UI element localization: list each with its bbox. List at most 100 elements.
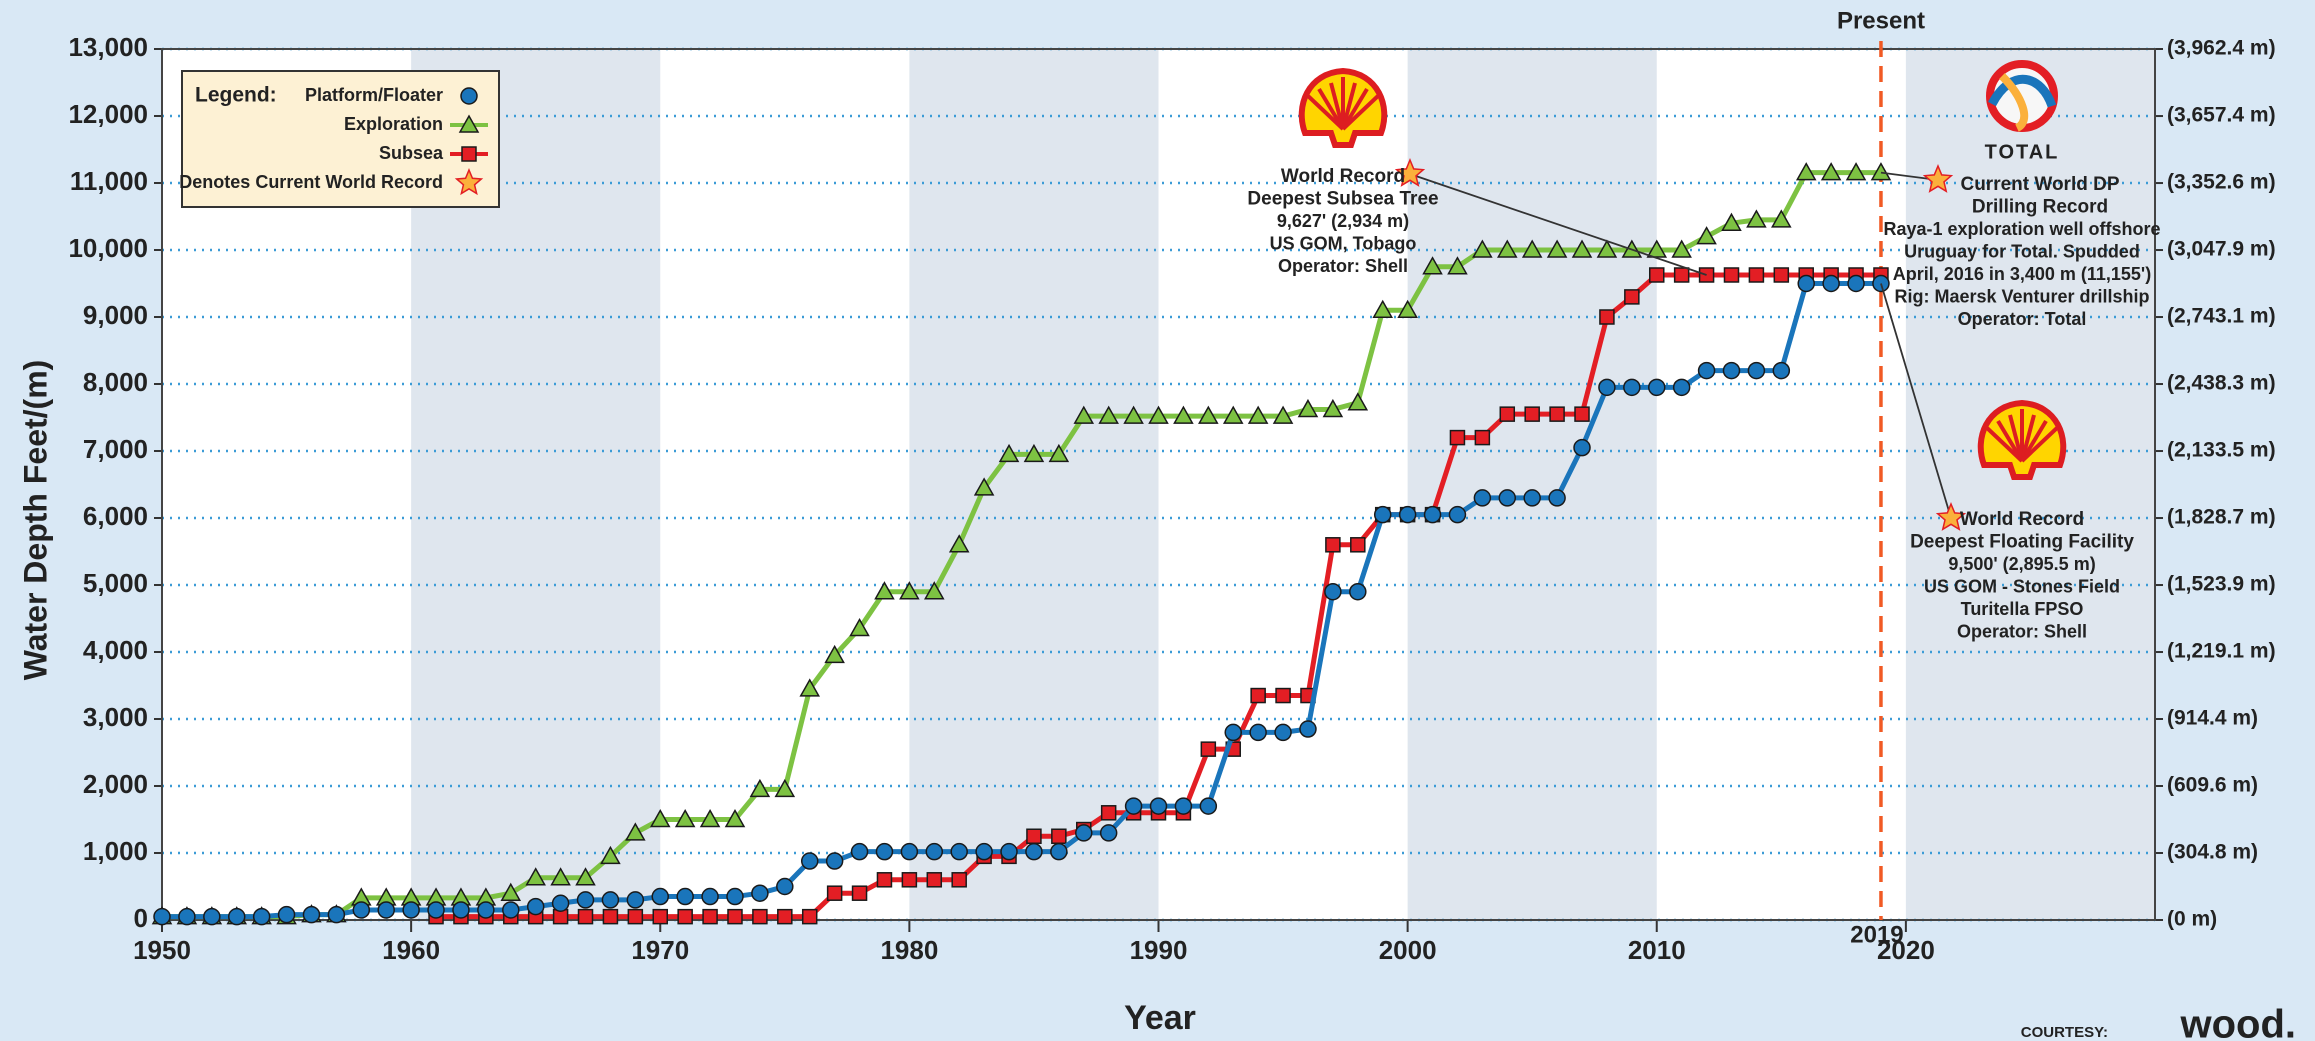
point [1397,299,1418,319]
point [1322,398,1344,418]
point [951,872,967,888]
point [1598,378,1616,397]
point [1521,239,1543,258]
total-logo [1986,60,2058,132]
point [1820,162,1842,181]
point [1200,741,1217,757]
point [452,901,470,919]
pointer-line [1880,283,1952,519]
annotation-title: World Record [1281,166,1405,187]
point [1350,537,1366,553]
y2-tick-label: (2,133.5 m) [2167,439,2276,462]
shell-logo [1298,67,1388,148]
layer: 0 1,000 2,000 3,000 4,000 5,000 6,000 7,000 8,00… [68,7,2275,965]
point [1672,378,1691,397]
annotation-text: Turitella FPSO [1961,599,2084,619]
point [1324,582,1342,601]
y-tick-label: 3,000 [83,702,148,732]
annotation-title: Drilling Record [1972,197,2108,218]
annotation-text: US GOM - Stones Field [1924,576,2120,596]
point [1100,805,1117,821]
y-tick-label: 0 [134,903,148,933]
annotation-text: 9,627' (2,934 m) [1277,211,1409,231]
annotation-text: Operator: Shell [1957,621,2087,641]
point [576,891,595,909]
point [1646,239,1668,258]
y2-tick-label: (1,828.7 m) [2167,506,2276,529]
y2-tick-label: (3,962.4 m) [2167,37,2276,60]
point [1649,267,1665,283]
y-axis-title: Water Depth Feet/(m) [17,360,53,681]
y-tick-label: 2,000 [83,769,148,799]
point [1373,505,1392,524]
point [551,894,570,912]
legend-label: Exploration [344,114,443,134]
point [1098,405,1119,424]
point [302,905,321,924]
point [1075,824,1093,842]
point [825,852,844,870]
point [550,867,571,886]
legend-marker [460,87,478,105]
x-axis-title: Year [1124,999,1196,1037]
point [178,907,196,926]
point [824,644,845,664]
point [1721,212,1742,231]
shell-rib [2020,425,2060,463]
point [1523,489,1541,507]
point [1746,209,1767,228]
y2-tick-label: (914.4 m) [2167,707,2258,730]
point [1299,720,1317,738]
point [1274,723,1292,742]
point [1773,267,1790,283]
point [1472,239,1493,258]
point [1422,256,1443,275]
point [1148,405,1169,424]
point [900,842,919,861]
annotation-text: April, 2016 in 3,400 m (11,155') [1893,264,2151,284]
point [1025,842,1043,861]
annotation-text: Raya-1 exploration well offshore [1883,219,2160,239]
total-swirl [1999,73,2029,132]
point [627,908,644,925]
annotation-text: US GOM, Tobago [1270,233,1417,253]
y-tick-label: 8,000 [83,367,148,397]
point [1573,438,1591,457]
point [1073,405,1095,424]
point [252,907,271,926]
annotation-text: Uruguay for Total. Spudded [1904,241,2140,261]
point [777,908,793,925]
y2-tick-label: (1,219.1 m) [2167,640,2276,663]
point [776,877,794,896]
y2-tick-label: (1,523.9 m) [2167,573,2276,596]
x-tick-label: 1980 [880,935,938,965]
x-tick-label: 2000 [1379,935,1437,965]
point [1845,162,1867,181]
y-tick-label: 12,000 [68,99,148,129]
x-tick-label: 1990 [1130,935,1188,965]
y2-tick-label: (609.6 m) [2167,774,2258,797]
point [427,901,445,919]
y-tick-label: 11,000 [70,166,148,196]
annotation-title: Deepest Floating Facility [1910,532,2134,553]
point [749,778,771,798]
point [799,678,821,697]
point [1347,392,1369,411]
point [602,908,619,925]
y-tick-label: 13,000 [68,32,148,62]
point [801,908,818,925]
point [1498,489,1517,507]
point [1473,489,1492,507]
point [227,907,246,926]
point [1623,378,1641,397]
point [1795,162,1817,181]
point [203,907,221,926]
point [1549,406,1565,422]
point [1723,267,1740,283]
point [1275,687,1291,704]
record-star [1922,164,1954,193]
annotation-title: Current World DP [1960,174,2119,195]
decade-band [909,49,1159,920]
y2-tick-label: (2,438.3 m) [2167,372,2276,395]
point [153,907,171,926]
